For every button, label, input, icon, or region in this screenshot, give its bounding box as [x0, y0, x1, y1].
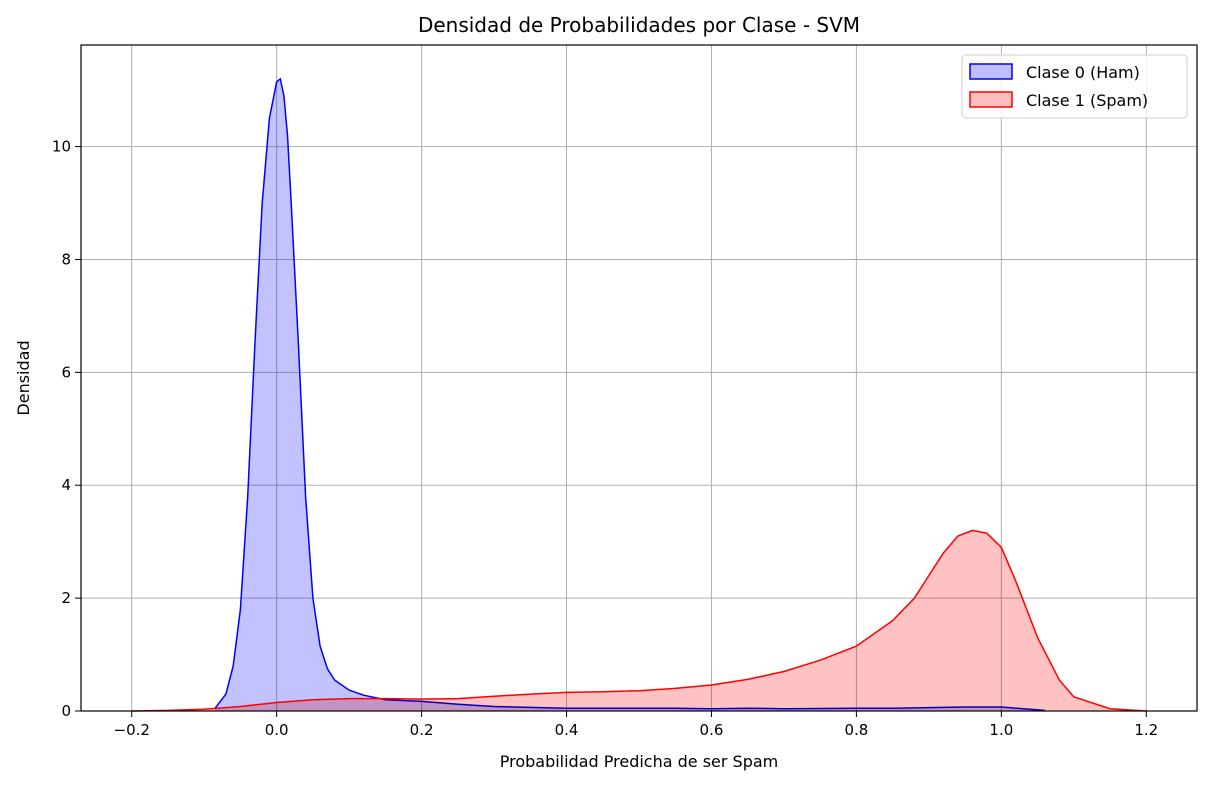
y-tick-label: 0 — [61, 702, 71, 720]
legend-label-0: Clase 0 (Ham) — [1026, 63, 1140, 82]
chart-title: Densidad de Probabilidades por Clase - S… — [418, 13, 860, 37]
legend-box — [961, 54, 1188, 119]
x-tick-label: 0.6 — [700, 721, 724, 739]
x-tick-label: 0.2 — [410, 721, 434, 739]
legend-swatch-0 — [969, 63, 1013, 80]
y-tick-label: 2 — [61, 589, 71, 607]
series-layer — [131, 77, 1147, 712]
y-tick-label: 8 — [61, 250, 71, 268]
x-axis-ticks: −0.2 0.0 0.2 0.4 0.6 0.8 1.0 1.2 — [114, 711, 1158, 739]
legend: Clase 0 (Ham) Clase 1 (Spam) — [961, 54, 1188, 119]
x-tick-label: −0.2 — [114, 721, 150, 739]
y-axis-ticks: 0 2 4 6 8 10 — [52, 138, 81, 720]
series-1-line — [131, 529, 1147, 712]
y-tick-label: 10 — [52, 138, 71, 156]
x-tick-label: 1.2 — [1134, 721, 1158, 739]
y-tick-label: 4 — [61, 476, 71, 494]
x-axis-label: Probabilidad Predicha de ser Spam — [500, 752, 779, 771]
y-axis-label: Densidad — [14, 340, 33, 415]
x-tick-label: 0.0 — [265, 721, 289, 739]
y-tick-label: 6 — [61, 363, 71, 381]
plot-frame — [80, 44, 1198, 712]
x-tick-label: 0.4 — [555, 721, 579, 739]
x-tick-label: 1.0 — [989, 721, 1013, 739]
legend-label-1: Clase 1 (Spam) — [1026, 91, 1148, 110]
x-tick-label: 0.8 — [844, 721, 868, 739]
series-1-area — [131, 530, 1147, 711]
legend-swatch-1 — [969, 91, 1013, 108]
series-0-area — [215, 78, 1045, 711]
